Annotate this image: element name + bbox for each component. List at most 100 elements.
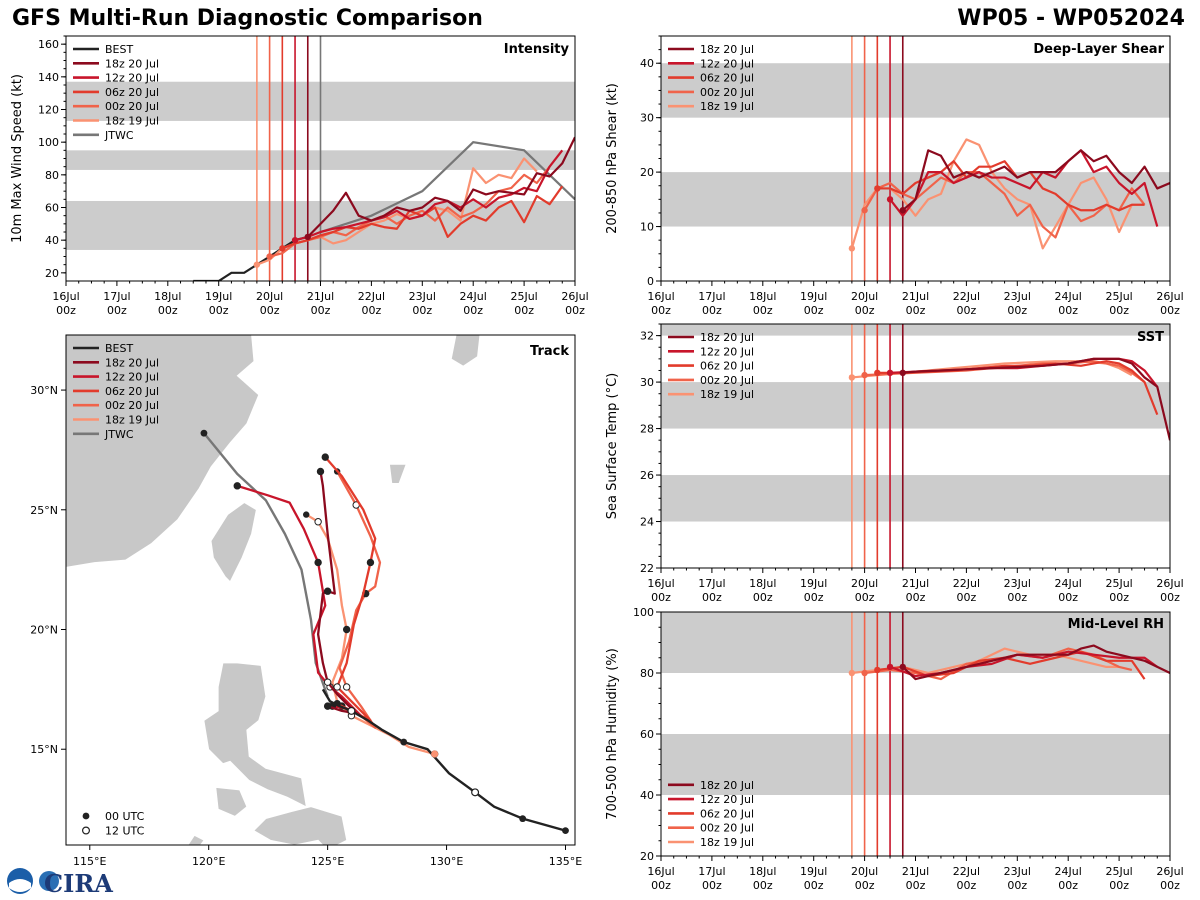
rh-xtick-date: 20Jul	[851, 865, 878, 878]
shear-legend-label-0: 18z 20 Jul	[700, 43, 754, 56]
track-lon-label: 120°E	[192, 855, 225, 868]
rh-xtick-date: 26Jul	[1156, 865, 1183, 878]
shear-ytick-label: 10	[640, 221, 654, 234]
sst-band-2	[661, 324, 1170, 336]
intensity-ytick-label: 140	[38, 71, 59, 84]
intensity-panel-title: Intensity	[504, 42, 570, 57]
intensity-xtick-hour: 00z	[56, 304, 76, 317]
sst-xtick-date: 18Jul	[749, 577, 776, 590]
intensity-xtick-hour: 00z	[463, 304, 483, 317]
sst-band-0	[661, 475, 1170, 522]
japan-south-island	[450, 335, 481, 367]
track-legend-label-0: BEST	[105, 342, 133, 355]
track-marker	[323, 587, 332, 595]
sst-xtick-hour: 00z	[1007, 591, 1027, 604]
intensity-xtick-date: 19Jul	[205, 290, 232, 303]
sst-ylabel: Sea Surface Temp (°C)	[605, 373, 620, 520]
shear-plot-area	[661, 36, 1170, 281]
rh-plot-area	[661, 612, 1170, 856]
intensity-ytick-label: 120	[38, 104, 59, 117]
rh-series-start-point-0	[899, 663, 906, 671]
mindoro-island	[215, 787, 248, 817]
rh-xtick-date: 17Jul	[698, 865, 725, 878]
sst-xtick-date: 26Jul	[1156, 577, 1183, 590]
sst-xtick-date: 19Jul	[800, 577, 827, 590]
track-lat-label: 30°N	[30, 384, 58, 397]
sst-xtick-date: 22Jul	[953, 577, 980, 590]
shear-xtick-hour: 00z	[1109, 304, 1129, 317]
sst-xtick-date: 25Jul	[1105, 577, 1132, 590]
sst-series-start-point-0	[899, 369, 906, 376]
track-series-line-2	[324, 456, 377, 722]
storm-id-title: WP05 - WP052024	[957, 6, 1185, 31]
intensity-series-start-point-0	[304, 233, 311, 241]
shear-ytick-label: 0	[647, 275, 654, 288]
shear-series-start-point-3	[861, 207, 868, 214]
rh-ytick-label: 100	[633, 606, 654, 619]
cira-logo-text: CIRA	[44, 869, 113, 896]
intensity-legend-label-1: 18z 20 Jul	[105, 57, 159, 70]
sst-xtick-hour: 00z	[651, 591, 671, 604]
shear-xtick-date: 20Jul	[851, 290, 878, 303]
intensity-xtick-hour: 00z	[107, 304, 127, 317]
shear-xtick-date: 26Jul	[1156, 290, 1183, 303]
track-marker	[333, 683, 341, 691]
sst-panel: 22242628303216Jul00z17Jul00z18Jul00z19Ju…	[605, 323, 1184, 604]
shear-xtick-date: 24Jul	[1055, 290, 1082, 303]
track-legend-label-1: 18z 20 Jul	[105, 356, 159, 369]
sst-xtick-hour: 00z	[1160, 591, 1180, 604]
track-legend-label-4: 00z 20 Jul	[105, 399, 159, 412]
intensity-xtick-date: 18Jul	[154, 290, 181, 303]
rh-xtick-date: 24Jul	[1055, 865, 1082, 878]
track-marker	[314, 518, 322, 526]
shear-xtick-date: 23Jul	[1004, 290, 1031, 303]
intensity-xtick-date: 26Jul	[561, 290, 588, 303]
rh-xtick-date: 18Jul	[749, 865, 776, 878]
track-legend-00utc-marker	[82, 812, 90, 820]
sst-panel-title: SST	[1137, 330, 1164, 345]
track-panel-title: Track	[530, 344, 569, 359]
rh-ytick-label: 60	[640, 728, 654, 741]
sst-ytick-label: 30	[640, 376, 654, 389]
rh-xtick-hour: 00z	[1058, 879, 1078, 892]
track-lon-label: 135°E	[549, 855, 582, 868]
track-lat-label: 15°N	[30, 743, 58, 756]
intensity-plot-area	[66, 36, 575, 281]
sst-ytick-label: 24	[640, 516, 654, 529]
track-frame	[65, 334, 576, 846]
track-lat-label: 20°N	[30, 624, 58, 637]
track-marker	[342, 625, 351, 634]
shear-series-line-1	[889, 149, 1159, 227]
track-end-marker	[317, 468, 324, 475]
figure-title: GFS Multi-Run Diagnostic Comparison	[12, 6, 483, 31]
shear-series-start-point-1	[886, 196, 894, 203]
shear-xtick-hour: 00z	[957, 304, 977, 317]
rh-xtick-hour: 00z	[957, 879, 977, 892]
shear-xtick-hour: 00z	[702, 304, 722, 317]
shear-xtick-date: 17Jul	[698, 290, 725, 303]
intensity-xtick-hour: 00z	[514, 304, 534, 317]
rh-legend-label-4: 18z 19 Jul	[700, 836, 754, 849]
rh-ytick-label: 20	[640, 850, 654, 863]
rh-series-start-point-3	[861, 669, 868, 677]
rh-xtick-hour: 00z	[906, 879, 926, 892]
rh-legend-label-0: 18z 20 Jul	[700, 779, 754, 792]
cira-globe-icon	[39, 871, 59, 891]
track-series-line-0	[316, 471, 358, 715]
rh-ylabel: 700-500 hPa Humidity (%)	[605, 648, 620, 820]
intensity-series-start-point-2	[279, 245, 286, 252]
track-marker	[314, 558, 322, 567]
track-best-00z-marker	[519, 815, 527, 823]
rh-series-start-point-2	[874, 666, 881, 674]
intensity-best-line	[193, 235, 309, 281]
rh-xtick-date: 16Jul	[647, 865, 674, 878]
shear-xtick-hour: 00z	[1007, 304, 1027, 317]
intensity-xtick-date: 20Jul	[256, 290, 283, 303]
sst-xtick-hour: 00z	[1109, 591, 1129, 604]
track-panel: 115°E 120°E 125°E 130°E 135°E 15°N 20°N 25°N 30°…	[30, 334, 582, 868]
ryukyu-island	[389, 463, 407, 484]
intensity-xtick-date: 24Jul	[460, 290, 487, 303]
intensity-series-start-point-1	[291, 236, 299, 244]
sst-series-start-point-2	[874, 369, 881, 376]
